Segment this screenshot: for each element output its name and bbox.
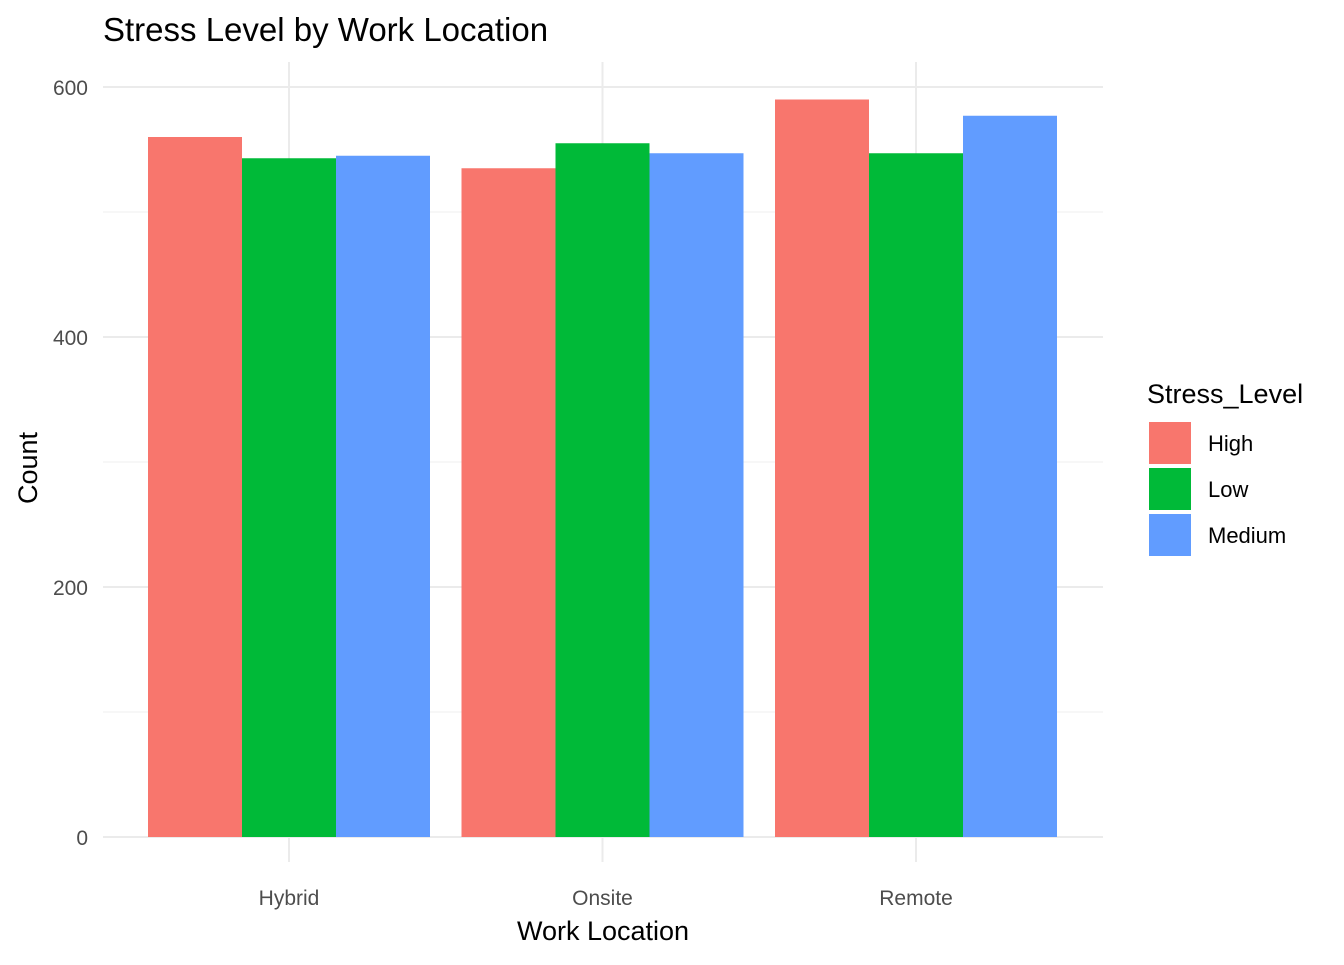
bar-remote-medium [963,115,1057,837]
legend-label-medium: Medium [1208,523,1286,548]
bar-hybrid-high [148,137,242,837]
y-axis-ticks: 0 200 400 600 [53,77,88,850]
bar-onsite-high [461,168,556,837]
bar-onsite-low [555,143,650,837]
legend-key-low [1149,468,1191,510]
x-tick-label: Onsite [572,887,633,910]
x-axis-ticks: Hybrid Onsite Remote [259,887,953,910]
bar-onsite-medium [649,153,744,837]
legend-key-high [1149,422,1191,464]
bar-remote-high [775,99,869,837]
legend-title: Stress_Level [1147,379,1303,409]
x-axis-title: Work Location [517,916,689,946]
bar-remote-low [869,153,963,837]
bar-hybrid-low [242,158,336,837]
legend-label-low: Low [1208,477,1248,502]
bar-hybrid-medium [336,155,430,837]
y-tick-label: 400 [53,327,88,350]
bars [148,99,1057,837]
x-tick-label: Remote [879,887,953,910]
chart-title: Stress Level by Work Location [103,11,548,48]
y-tick-label: 600 [53,77,88,100]
x-tick-label: Hybrid [259,887,320,910]
legend: Stress_Level High Low Medium [1147,379,1303,556]
legend-label-high: High [1208,431,1253,456]
legend-key-medium [1149,514,1191,556]
y-axis-title: Count [13,431,43,504]
y-tick-label: 0 [76,827,88,850]
y-tick-label: 200 [53,577,88,600]
